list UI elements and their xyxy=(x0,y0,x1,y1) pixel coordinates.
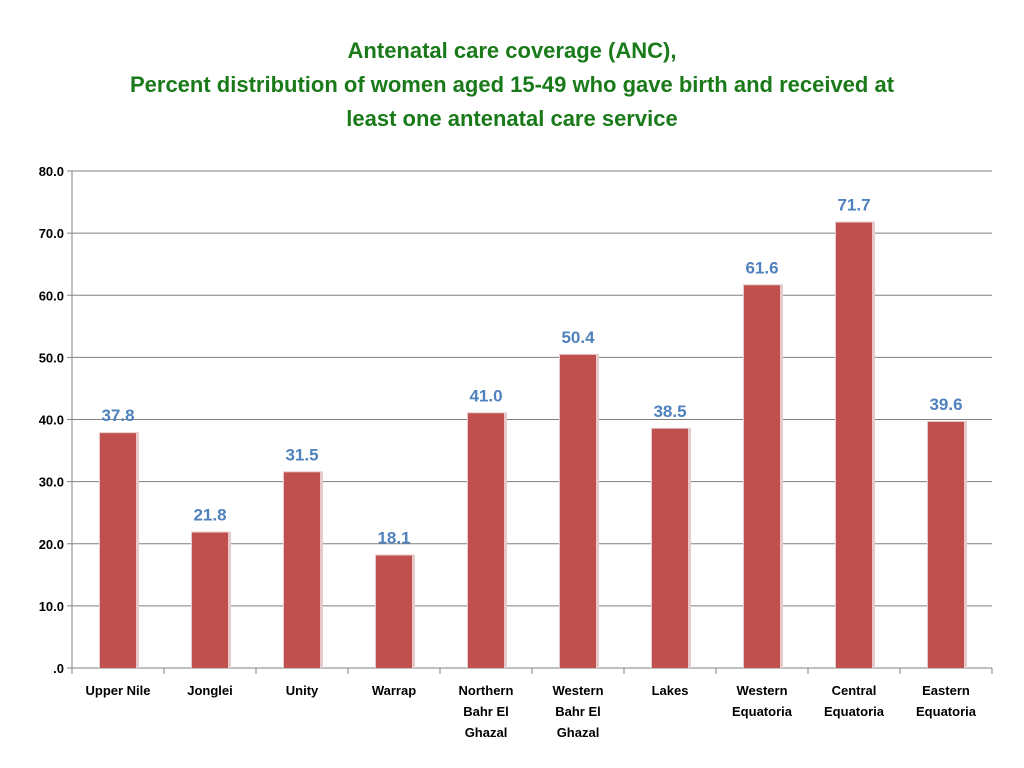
bar xyxy=(652,428,688,668)
y-tick-label: 70.0 xyxy=(39,226,64,241)
bar xyxy=(376,555,412,668)
category-label: Lakes xyxy=(652,683,689,698)
y-tick-label: 40.0 xyxy=(39,413,64,428)
data-label: 61.6 xyxy=(745,258,778,277)
bar xyxy=(468,413,504,668)
category-label-line: Equatoria xyxy=(732,704,793,719)
chart-title-line: Percent distribution of women aged 15-49… xyxy=(129,72,895,97)
category-label-line: Bahr El xyxy=(555,704,601,719)
category-label-line: Eastern xyxy=(922,683,970,698)
category-label: Unity xyxy=(286,683,319,698)
bar xyxy=(560,354,596,668)
data-label: 38.5 xyxy=(653,402,686,421)
bar xyxy=(100,433,136,668)
y-tick-label: 30.0 xyxy=(39,475,64,490)
bar xyxy=(192,532,228,668)
y-tick-label: .0 xyxy=(53,661,64,676)
category-label-line: Bahr El xyxy=(463,704,509,719)
bars xyxy=(99,221,967,668)
bar xyxy=(836,222,872,668)
category-label-line: Central xyxy=(832,683,877,698)
y-tick-label: 80.0 xyxy=(39,164,64,179)
y-tick-labels: .0 10.0 20.0 30.0 40.0 50.0 60.0 70.0 80.0 xyxy=(39,164,64,676)
category-label: Western Bahr El Ghazal xyxy=(552,683,603,740)
data-label: 31.5 xyxy=(285,445,318,464)
data-label: 50.4 xyxy=(561,328,595,347)
data-label: 39.6 xyxy=(929,395,962,414)
category-label: Jonglei xyxy=(187,683,233,698)
category-label: Northern Bahr El Ghazal xyxy=(459,683,514,740)
category-label: Western Equatoria xyxy=(732,683,793,719)
category-label-line: Warrap xyxy=(372,683,416,698)
y-tick-label: 20.0 xyxy=(39,537,64,552)
category-label-line: Northern xyxy=(459,683,514,698)
category-label-line: Jonglei xyxy=(187,683,233,698)
category-labels: Upper Nile Jonglei Unity Warrap Northern Bahr… xyxy=(85,683,976,740)
data-label: 71.7 xyxy=(837,196,870,215)
bar xyxy=(284,472,320,668)
category-label: Central Equatoria xyxy=(824,683,885,719)
category-label-line: Western xyxy=(736,683,787,698)
category-label-line: Western xyxy=(552,683,603,698)
data-label: 18.1 xyxy=(377,529,410,548)
y-tick-label: 50.0 xyxy=(39,350,64,365)
y-tick-label: 10.0 xyxy=(39,599,64,614)
chart-title: Antenatal care coverage (ANC), Percent di… xyxy=(40,34,984,136)
category-label-line: Equatoria xyxy=(916,704,977,719)
category-label: Eastern Equatoria xyxy=(916,683,977,719)
bar xyxy=(744,285,780,668)
category-label-line: Ghazal xyxy=(557,725,600,740)
category-label-line: Lakes xyxy=(652,683,689,698)
y-tick-label: 60.0 xyxy=(39,288,64,303)
data-label: 21.8 xyxy=(193,506,226,525)
category-label-line: Ghazal xyxy=(465,725,508,740)
category-label: Warrap xyxy=(372,683,416,698)
data-label: 37.8 xyxy=(101,406,134,425)
category-label-line: Equatoria xyxy=(824,704,885,719)
category-label-line: Upper Nile xyxy=(85,683,150,698)
category-label-line: Unity xyxy=(286,683,319,698)
category-label: Upper Nile xyxy=(85,683,150,698)
data-labels: 37.8 21.8 31.5 18.1 41.0 50.4 38.5 61.6 71.7 39.6 xyxy=(101,196,962,548)
chart-title-line: Antenatal care coverage (ANC), xyxy=(347,38,677,63)
data-label: 41.0 xyxy=(469,386,502,405)
chart-title-line: least one antenatal care service xyxy=(346,106,678,131)
bar xyxy=(928,421,964,668)
